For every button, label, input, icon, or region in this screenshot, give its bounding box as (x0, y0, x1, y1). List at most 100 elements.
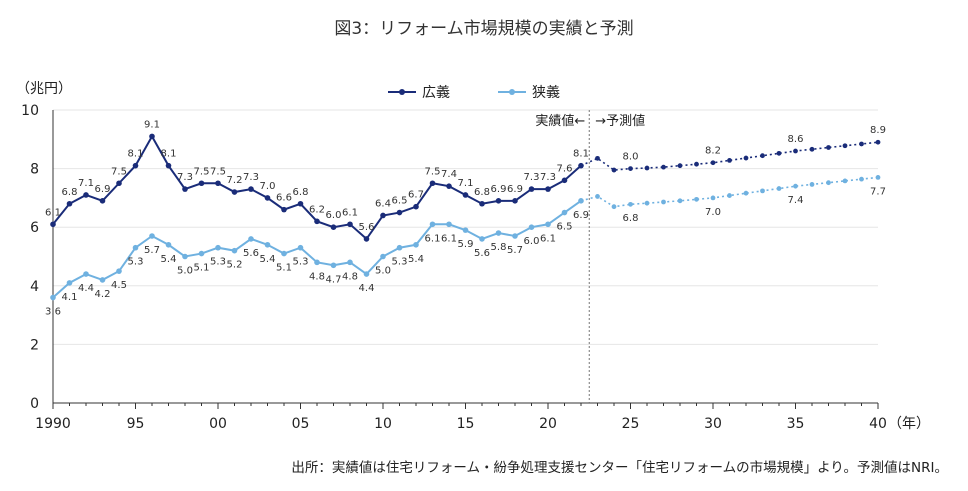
data-label-broad: 5.6 (359, 222, 375, 233)
y-tick-label: 2 (30, 337, 39, 353)
y-tick-label: 8 (30, 162, 39, 178)
source-note: 出所：実績値は住宅リフォーム・紛争処理支援センター「住宅リフォームの市場規模」よ… (291, 460, 948, 476)
data-point-broad (396, 209, 403, 216)
data-label-narrow: 6.8 (623, 213, 639, 224)
x-tick-label: 10 (374, 416, 392, 432)
data-point-broad (198, 180, 205, 187)
data-point-broad (578, 162, 584, 169)
y-tick-label: 0 (30, 396, 39, 412)
data-point-narrow (495, 230, 502, 236)
data-point-narrow (149, 233, 155, 239)
data-label-broad: 7.5 (194, 166, 210, 177)
data-label-narrow: 5.3 (128, 257, 144, 268)
x-axis-unit: （年） (888, 416, 930, 432)
data-label-broad: 7.4 (441, 169, 457, 180)
data-point-narrow (561, 209, 568, 216)
legend-label-narrow: 狭義 (532, 84, 560, 101)
data-point-broad (297, 200, 304, 207)
x-tick-label: 00 (209, 416, 227, 432)
series-line-narrow-forecast (580, 176, 879, 208)
data-point-broad (132, 162, 139, 169)
data-label-narrow: 5.1 (194, 263, 210, 274)
data-label-narrow: 3.6 (45, 307, 61, 318)
data-point-narrow (99, 277, 106, 283)
data-point-narrow-forecast (793, 183, 798, 189)
data-point-narrow-forecast (842, 178, 848, 184)
axes: 0 2 4 6 8 10 1990 95 00 05 10 15 20 25 30 35 40 （兆円） （年） (16, 81, 930, 432)
data-point-broad-forecast (842, 143, 848, 149)
data-label-broad: 7.6 (557, 163, 573, 174)
legend: 広義 狭義 (388, 84, 560, 101)
data-label-broad: 7.3 (177, 172, 193, 183)
data-label-broad: 7.3 (524, 172, 540, 183)
data-point-narrow-forecast (875, 174, 881, 180)
data-label-narrow: 6.1 (425, 233, 441, 244)
x-tick-label: 15 (457, 416, 475, 432)
data-label-narrow: 6.0 (524, 236, 540, 247)
data-point-broad (413, 203, 419, 210)
data-point-broad-forecast (859, 141, 864, 147)
data-point-broad-forecast (661, 164, 666, 170)
data-label-broad: 9.1 (144, 119, 160, 130)
data-label-broad: 6.9 (507, 184, 523, 195)
data-point-narrow-forecast (628, 201, 633, 207)
x-tick-label: 25 (622, 416, 640, 432)
legend-label-broad: 広義 (422, 84, 450, 101)
data-point-broad-forecast (644, 165, 650, 171)
data-label-broad: 7.2 (227, 175, 243, 186)
data-label-broad: 6.9 (95, 184, 111, 195)
data-label-narrow: 5.2 (227, 260, 243, 271)
data-point-broad (215, 180, 221, 187)
data-point-broad (83, 192, 89, 198)
data-label-narrow: 5.3 (210, 257, 226, 268)
legend-marker-narrow (509, 89, 515, 95)
data-label-narrow: 5.4 (408, 254, 424, 265)
data-point-narrow (116, 268, 122, 274)
series-layer (50, 133, 881, 301)
data-label-broad: 8.9 (870, 125, 886, 136)
data-point-narrow-forecast (809, 182, 815, 187)
data-label-broad: 7.0 (260, 181, 276, 192)
data-point-broad (248, 186, 254, 192)
x-tick-label: 05 (292, 416, 310, 432)
data-point-narrow-forecast (727, 193, 732, 198)
data-label-narrow: 6.1 (441, 233, 457, 244)
data-point-narrow-forecast (859, 176, 864, 182)
data-point-broad-forecast (595, 155, 600, 161)
data-label-broad: 7.1 (458, 178, 474, 189)
data-point-narrow-forecast (743, 190, 749, 196)
data-point-narrow (363, 271, 370, 277)
data-point-broad (380, 212, 386, 219)
data-point-broad (429, 180, 436, 187)
data-label-broad: 6.7 (408, 190, 424, 201)
data-point-broad (281, 206, 287, 213)
data-point-broad (231, 189, 238, 195)
data-label-narrow: 5.4 (260, 254, 276, 265)
y-tick-label: 6 (30, 220, 39, 236)
data-point-narrow (165, 241, 172, 248)
data-point-broad (50, 221, 56, 228)
data-point-broad-forecast (826, 145, 831, 150)
data-label-broad: 7.5 (210, 166, 226, 177)
y-tick-label: 10 (21, 103, 39, 119)
data-point-narrow (479, 236, 485, 242)
data-label-narrow: 6.9 (573, 210, 589, 221)
data-label-broad: 6.9 (491, 184, 507, 195)
data-point-narrow (578, 198, 584, 204)
data-label-broad: 6.6 (276, 193, 292, 204)
data-label-narrow: 5.6 (243, 248, 259, 259)
data-label-broad: 6.8 (293, 187, 309, 198)
data-label-broad: 6.4 (375, 198, 391, 209)
data-label-broad: 8.1 (573, 149, 589, 160)
data-point-broad (66, 200, 73, 207)
data-point-narrow (347, 259, 353, 266)
data-point-narrow (182, 253, 188, 260)
data-label-narrow: 4.8 (309, 271, 325, 282)
data-point-broad (512, 198, 518, 204)
x-tick-label: 35 (787, 416, 805, 432)
y-axis-unit: （兆円） (16, 81, 72, 97)
data-label-broad: 8.6 (788, 134, 804, 145)
data-point-narrow-forecast (644, 200, 650, 206)
data-point-narrow (231, 247, 238, 254)
data-label-narrow: 4.7 (326, 274, 342, 285)
